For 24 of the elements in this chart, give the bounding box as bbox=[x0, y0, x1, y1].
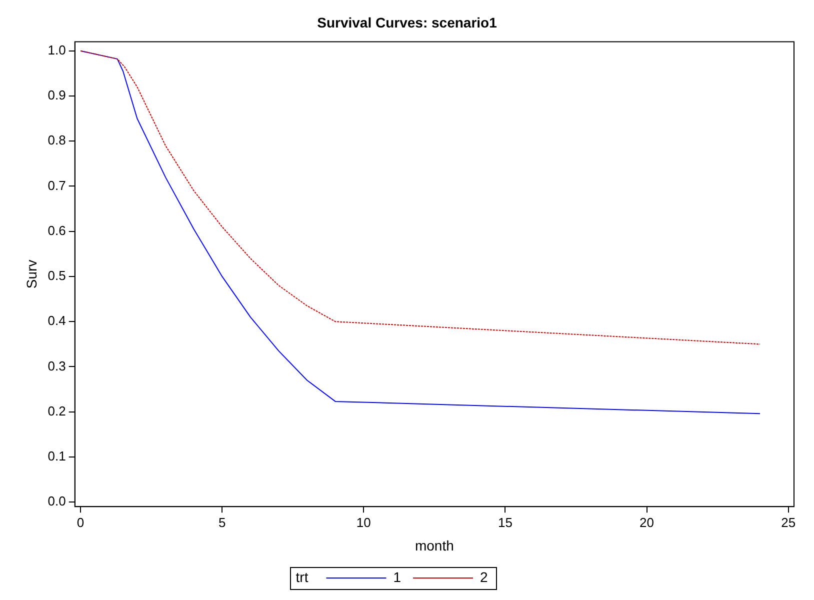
legend-title: trt bbox=[296, 568, 308, 585]
x-tick-label: 5 bbox=[218, 514, 226, 530]
x-tick-label: 25 bbox=[781, 514, 796, 530]
y-axis-title: Surv bbox=[23, 260, 40, 289]
y-tick-label: 0.7 bbox=[48, 178, 66, 193]
y-tick-label: 0.2 bbox=[48, 403, 66, 418]
y-tick-label: 1.0 bbox=[48, 42, 66, 58]
x-axis-title: month bbox=[414, 537, 454, 554]
y-tick-label: 0.9 bbox=[48, 88, 66, 103]
legend-label: 2 bbox=[480, 568, 488, 585]
y-tick-label: 0.4 bbox=[48, 313, 66, 328]
x-tick-label: 20 bbox=[640, 514, 654, 530]
x-tick-label: 10 bbox=[356, 514, 371, 530]
y-tick-label: 0.0 bbox=[48, 494, 66, 509]
line-series bbox=[80, 50, 761, 345]
y-tick-label: 0.5 bbox=[48, 268, 66, 284]
chart-title: Survival Curves: scenario1 bbox=[317, 14, 498, 30]
y-tick-label: 0.1 bbox=[48, 448, 66, 464]
y-tick-label: 0.6 bbox=[48, 222, 66, 238]
x-tick-label: 15 bbox=[498, 514, 512, 530]
y-tick-label: 0.3 bbox=[48, 358, 66, 374]
y-tick-label: 0.8 bbox=[48, 132, 66, 148]
legend-label: 1 bbox=[393, 568, 402, 585]
x-tick-label: 0 bbox=[76, 514, 84, 530]
